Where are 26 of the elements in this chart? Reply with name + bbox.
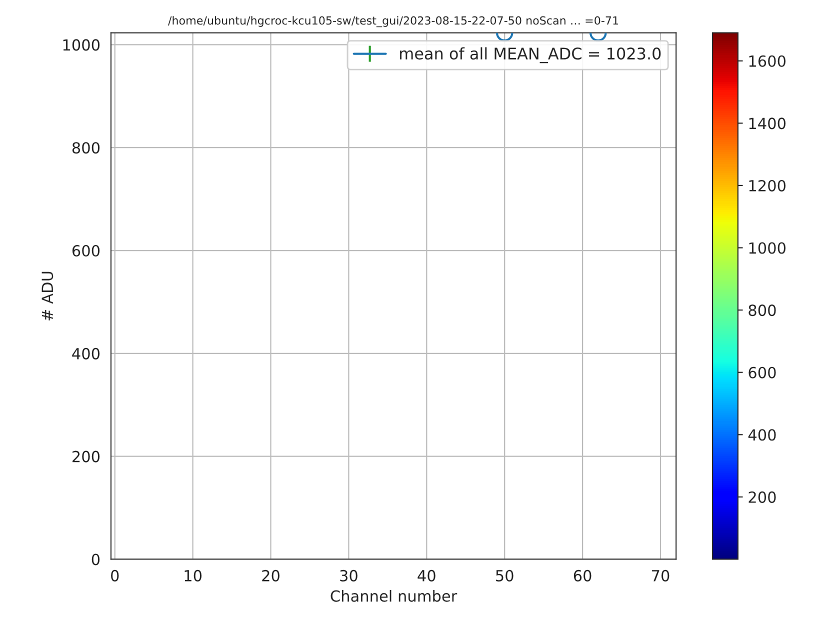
y-tick-label: 0: [92, 554, 100, 566]
color-bar-label: 1400: [749, 118, 786, 130]
color-bar-label: 1000: [749, 242, 786, 254]
x-tick-label: 10: [184, 570, 202, 582]
color-bar-label: 200: [748, 491, 776, 503]
x-tick-label: 70: [652, 570, 670, 582]
color-bar-label: 600: [748, 366, 776, 378]
x-tick-label: 20: [262, 570, 280, 582]
color-bar-label: 1600: [749, 55, 786, 67]
y-axis-title: # ADU: [42, 272, 54, 320]
x-axis-title: Channel number: [330, 590, 458, 602]
y-tick-label: 200: [72, 450, 100, 462]
x-tick-label: 0: [111, 570, 119, 582]
legend-label: mean of all MEAN_ADC = 1023.0: [400, 47, 661, 64]
y-tick-label: 600: [72, 244, 100, 257]
x-tick-label: 40: [418, 570, 436, 582]
x-tick-label: 30: [340, 570, 358, 582]
color-bar-label: 1200: [749, 180, 786, 192]
x-tick-label: 50: [496, 570, 514, 582]
chart-title: /home/ubuntu/hgcroc-kcu105-sw/test_gui/2023-08-15-22-07-50 noScan … =0-71: [168, 16, 618, 28]
color-bar-label: 800: [748, 304, 776, 316]
color-bar-label: 400: [748, 429, 776, 441]
y-tick-label: 800: [72, 142, 100, 154]
y-tick-label: 1000: [63, 39, 100, 51]
y-tick-label: 400: [72, 348, 100, 360]
x-tick-label: 60: [574, 570, 592, 582]
